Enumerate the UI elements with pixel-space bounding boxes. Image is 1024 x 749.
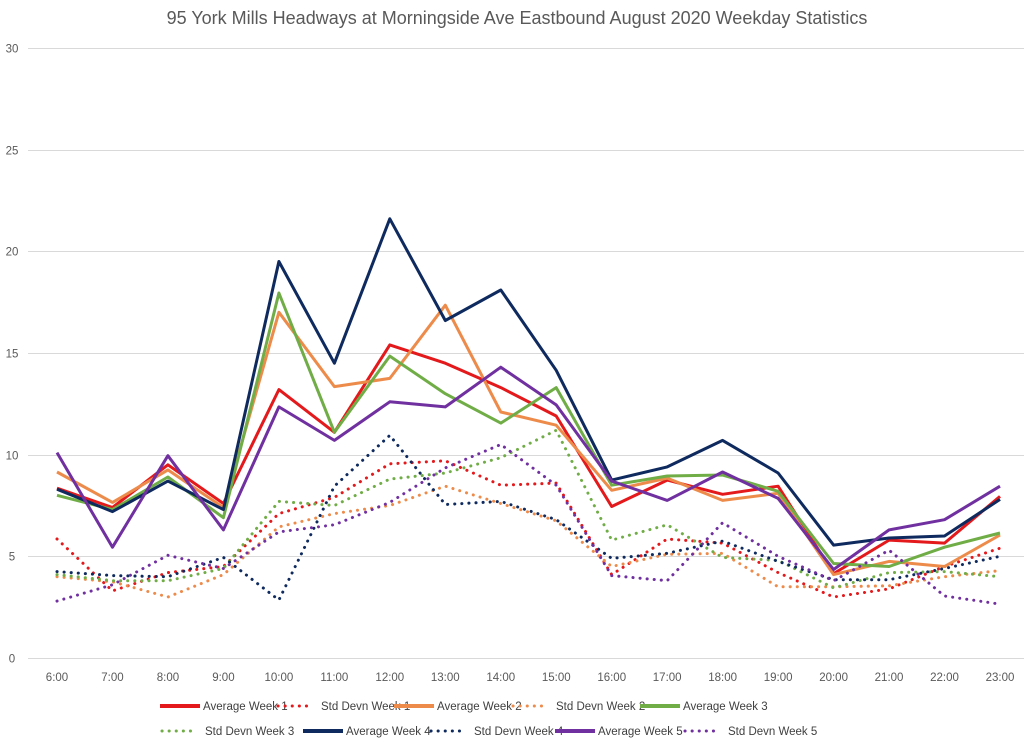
x-tick-label: 20:00	[819, 672, 848, 684]
x-tick-label: 19:00	[764, 672, 793, 684]
x-tick-label: 7:00	[101, 672, 123, 684]
legend: Average Week 1 Std Devn Week 1 Average Wee…	[160, 701, 817, 738]
legend-item-std-devn-week-5: Std Devn Week 5	[683, 726, 817, 738]
y-tick-label: 5	[9, 552, 15, 564]
legend-label: Std Devn Week 3	[205, 726, 294, 738]
legend-label: Average Week 3	[683, 701, 768, 713]
series-line-std-devn-week-1	[55, 459, 1002, 599]
chart-title: 95 York Mills Headways at Morningside Av…	[167, 8, 868, 28]
y-tick-label: 15	[6, 349, 19, 361]
series-average-week-5	[55, 365, 1001, 571]
x-tick-label: 16:00	[597, 672, 626, 684]
x-tick-label: 9:00	[212, 672, 234, 684]
x-tick-label: 18:00	[708, 672, 737, 684]
series-line-average-week-2	[56, 303, 1001, 577]
x-tick-label: 10:00	[264, 672, 293, 684]
legend-item-average-week-3: Average Week 3	[640, 701, 768, 713]
legend-label: Std Devn Week 2	[556, 701, 645, 713]
x-axis-ticks: 6:00 7:00 8:00 9:00 10:00 11:00 12:00 13:00 14:0…	[46, 672, 1015, 684]
series-std-devn-week-2	[55, 484, 1002, 599]
series-std-devn-week-5	[55, 443, 1002, 606]
series-lines	[55, 217, 1002, 606]
gridlines	[28, 48, 1024, 659]
series-std-devn-week-4	[55, 433, 1002, 602]
legend-item-average-week-1: Average Week 1	[160, 701, 288, 713]
legend-item-std-devn-week-2: Std Devn Week 2	[511, 701, 645, 713]
legend-label: Average Week 2	[437, 701, 522, 713]
series-average-week-1	[56, 343, 1001, 576]
series-line-std-devn-week-5	[55, 443, 1002, 606]
x-tick-label: 21:00	[875, 672, 904, 684]
legend-item-average-week-4: Average Week 4	[303, 726, 431, 738]
series-std-devn-week-1	[55, 459, 1002, 599]
series-line-average-week-1	[56, 343, 1001, 576]
x-tick-label: 22:00	[930, 672, 959, 684]
x-tick-label: 8:00	[157, 672, 179, 684]
x-tick-label: 14:00	[486, 672, 515, 684]
series-average-week-3	[56, 291, 1001, 568]
legend-label: Std Devn Week 4	[474, 726, 564, 738]
legend-item-average-week-2: Average Week 2	[394, 701, 522, 713]
series-line-std-devn-week-2	[55, 484, 1002, 599]
y-tick-label: 10	[6, 451, 19, 463]
legend-label: Average Week 4	[346, 726, 431, 738]
x-tick-label: 15:00	[542, 672, 571, 684]
x-tick-label: 23:00	[986, 672, 1015, 684]
x-tick-label: 17:00	[653, 672, 682, 684]
x-tick-label: 6:00	[46, 672, 68, 684]
y-tick-label: 25	[6, 146, 19, 158]
x-tick-label: 11:00	[320, 672, 348, 684]
y-axis-ticks: 0 5 10 15 20 25 30	[6, 44, 19, 666]
series-line-average-week-4	[56, 217, 1001, 547]
series-average-week-2	[56, 303, 1001, 577]
series-line-std-devn-week-4	[55, 433, 1002, 602]
y-tick-label: 30	[6, 44, 19, 56]
legend-label: Std Devn Week 5	[728, 726, 817, 738]
x-tick-label: 13:00	[431, 672, 460, 684]
series-line-average-week-5	[55, 365, 1001, 571]
y-tick-label: 0	[9, 654, 15, 666]
legend-item-average-week-5: Average Week 5	[555, 726, 683, 738]
series-average-week-4	[56, 217, 1001, 547]
legend-item-std-devn-week-4: Std Devn Week 4	[429, 726, 564, 738]
legend-label: Std Devn Week 1	[321, 701, 410, 713]
legend-label: Average Week 1	[203, 701, 288, 713]
legend-item-std-devn-week-1: Std Devn Week 1	[276, 701, 410, 713]
legend-label: Average Week 5	[598, 726, 683, 738]
y-tick-label: 20	[6, 247, 19, 259]
x-tick-label: 12:00	[375, 672, 404, 684]
legend-item-std-devn-week-3: Std Devn Week 3	[160, 726, 294, 738]
series-line-average-week-3	[56, 291, 1001, 568]
